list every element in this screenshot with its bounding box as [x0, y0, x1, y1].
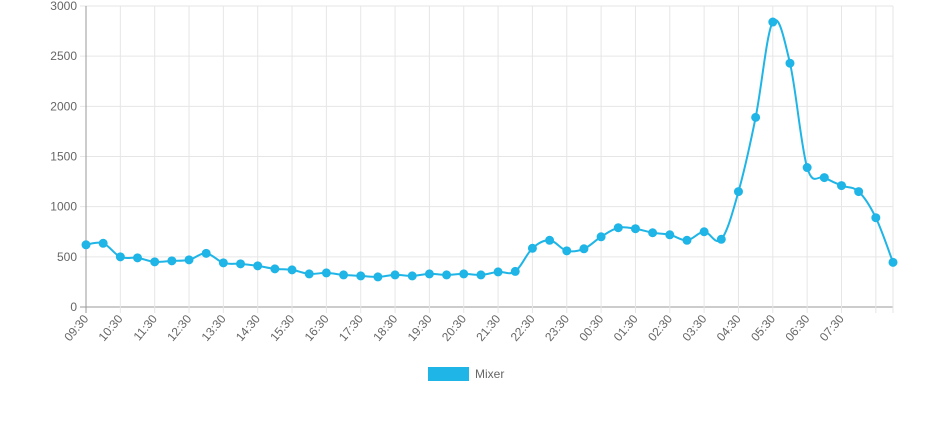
data-point: [321, 268, 331, 278]
x-tick-label: 18:30: [370, 312, 400, 344]
x-tick-label: 20:30: [439, 312, 469, 344]
data-point: [407, 271, 417, 281]
y-tick-label: 3000: [50, 0, 77, 13]
x-tick-label: 04:30: [714, 312, 744, 344]
legend-label-mixer: Mixer: [475, 367, 505, 381]
data-point: [356, 271, 366, 281]
x-tick-label: 10:30: [96, 312, 126, 344]
data-point: [184, 255, 194, 265]
x-tick-label: 12:30: [164, 312, 194, 344]
data-point: [218, 258, 228, 268]
data-point: [648, 228, 658, 238]
x-tick-label: 02:30: [645, 312, 675, 344]
data-point: [527, 243, 537, 253]
data-point: [888, 257, 898, 267]
data-point: [613, 223, 623, 233]
data-point: [630, 224, 640, 234]
data-point: [545, 235, 555, 245]
data-point: [733, 187, 743, 197]
data-point: [442, 270, 452, 280]
y-tick-label: 0: [70, 300, 77, 314]
data-point: [819, 173, 829, 183]
data-point: [167, 256, 177, 266]
data-point: [201, 248, 211, 258]
data-point: [768, 17, 778, 27]
data-point: [253, 261, 263, 271]
series-layer: [81, 17, 898, 282]
data-point: [716, 234, 726, 244]
x-tick-label: 16:30: [302, 312, 332, 344]
data-point: [424, 269, 434, 279]
x-tick-label: 06:30: [782, 312, 812, 344]
data-point: [699, 227, 709, 237]
data-point: [510, 266, 520, 276]
y-tick-label: 2000: [50, 99, 77, 113]
y-tick-label: 500: [57, 250, 77, 264]
y-tick-label: 1000: [50, 200, 77, 214]
data-point: [133, 253, 143, 263]
data-point: [596, 232, 606, 242]
data-point: [493, 267, 503, 277]
data-point: [854, 187, 864, 197]
legend-swatch-mixer: [428, 367, 469, 381]
x-tick-label: 07:30: [817, 312, 847, 344]
grid-layer: [80, 5, 894, 313]
data-point: [236, 259, 246, 269]
data-point: [682, 235, 692, 245]
x-tick-label: 11:30: [131, 312, 161, 344]
data-point: [304, 269, 314, 279]
data-point: [270, 264, 280, 274]
x-tick-label: 00:30: [576, 312, 606, 344]
data-point: [836, 181, 846, 191]
series-line-mixer: [85, 19, 894, 278]
x-tick-label: 22:30: [508, 312, 538, 344]
x-tick-label: 14:30: [233, 312, 263, 344]
data-point: [287, 265, 297, 275]
data-point: [373, 272, 383, 282]
x-tick-label: 09:30: [61, 312, 91, 344]
x-tick-label: 13:30: [199, 312, 229, 344]
data-point: [665, 230, 675, 240]
x-tick-label: 05:30: [748, 312, 778, 344]
x-tick-label: 03:30: [679, 312, 709, 344]
data-point: [115, 252, 125, 262]
y-tick-label: 1500: [50, 150, 77, 164]
data-point: [751, 112, 761, 122]
data-point: [390, 270, 400, 280]
data-point: [785, 58, 795, 68]
y-tick-label: 2500: [50, 49, 77, 63]
data-point: [339, 270, 349, 280]
data-point: [98, 238, 108, 248]
data-point: [476, 270, 486, 280]
data-point: [562, 246, 572, 256]
data-point: [81, 240, 91, 250]
data-point: [150, 257, 160, 267]
legend[interactable]: Mixer: [428, 367, 504, 381]
x-tick-label: 01:30: [611, 312, 641, 344]
data-point: [459, 269, 469, 279]
x-tick-label: 21:30: [473, 312, 503, 344]
x-tick-label: 15:30: [267, 312, 297, 344]
data-point: [579, 244, 589, 254]
data-point: [802, 163, 812, 173]
x-tick-label: 23:30: [542, 312, 572, 344]
x-tick-label: 17:30: [336, 312, 366, 344]
data-point: [871, 213, 881, 223]
x-tick-label: 19:30: [405, 312, 435, 344]
